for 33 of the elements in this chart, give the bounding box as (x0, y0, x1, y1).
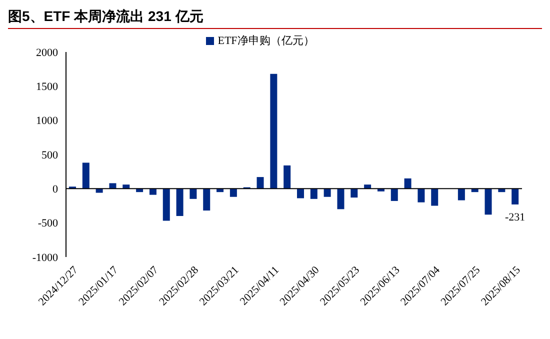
bar (203, 188, 210, 211)
bar (458, 188, 465, 200)
bar (404, 178, 412, 189)
bar (176, 188, 184, 216)
y-tick-label: 1000 (36, 115, 58, 128)
data-label: -231 (505, 211, 526, 224)
chart-title: 图5、ETF 本周净流出 231 亿元 (8, 8, 542, 29)
bar (390, 188, 398, 201)
y-tick-label: 1500 (36, 81, 58, 94)
y-tick-label: -500 (38, 218, 58, 230)
bar (350, 188, 358, 198)
bar (310, 188, 318, 199)
bar (337, 188, 344, 210)
legend-label: ETF净申购（亿元） (218, 35, 314, 47)
y-tick-label: 500 (42, 149, 58, 162)
bar (512, 188, 519, 204)
bar (82, 162, 90, 189)
y-tick-label: 0 (52, 184, 58, 196)
bar (297, 188, 304, 198)
bar (109, 183, 116, 189)
bar (418, 188, 425, 202)
bar (162, 188, 170, 221)
bar (190, 188, 197, 199)
bar (256, 177, 264, 189)
bar (484, 188, 492, 215)
bar (230, 188, 237, 197)
y-tick-label: -1000 (32, 252, 58, 264)
y-tick-label: 2000 (36, 46, 58, 59)
bar (431, 188, 438, 206)
bar (270, 74, 278, 189)
bar (149, 188, 156, 195)
bar (324, 188, 331, 197)
bar (284, 165, 291, 189)
